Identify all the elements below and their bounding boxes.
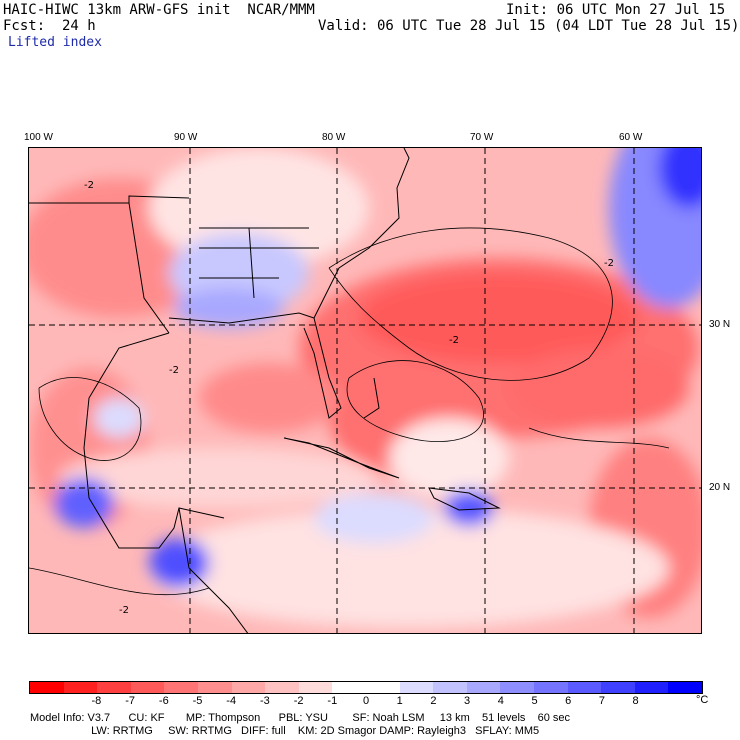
colorbar-tick-label: 5	[531, 695, 538, 707]
colorbar-segment	[63, 682, 98, 693]
colorbar-tick-label: 0	[362, 695, 370, 707]
map-canvas: -2 -2 -2 -2 -2	[29, 148, 701, 633]
colorbar-segment	[30, 682, 64, 693]
model-info-line1: Model Info: V3.7 CU: KF MP: Thompson PBL…	[30, 712, 571, 724]
colorbar-tick-label: -7	[125, 695, 135, 707]
colorbar-segment	[533, 682, 568, 693]
colorbar-segment	[265, 682, 299, 693]
colorbar-tick-label: 1	[396, 695, 403, 707]
colorbar-segment	[601, 682, 635, 693]
colorbar-segment	[298, 682, 333, 693]
colorbar-tick-label: -6	[158, 695, 169, 707]
init-time: Init: 06 UTC Mon 27 Jul 15	[506, 2, 726, 18]
colorbar	[29, 681, 703, 694]
contour-label: -2	[84, 180, 94, 191]
field-shading	[29, 148, 701, 628]
contours	[29, 227, 670, 596]
colorbar-segment	[634, 682, 669, 693]
lat-label-20n: 20 N	[709, 482, 731, 493]
colorbar-segment	[466, 682, 501, 693]
colorbar-tick-label: 6	[565, 695, 572, 707]
valid-time: Valid: 06 UTC Tue 28 Jul 15 (04 LDT Tue …	[318, 18, 740, 34]
colorbar-segment	[332, 682, 366, 693]
colorbar-tick-label: -2	[293, 695, 304, 707]
lon-label-90w: 90 W	[174, 132, 198, 143]
colorbar-segment	[365, 682, 400, 693]
lat-label-30n: 30 N	[709, 319, 731, 330]
lon-label-60w: 60 W	[619, 132, 643, 143]
colorbar-tick-label: 7	[598, 695, 605, 707]
lon-label-80w: 80 W	[322, 132, 346, 143]
colorbar-tick-label: -8	[91, 695, 102, 707]
colorbar-segment	[97, 682, 131, 693]
colorbar-tick-label: -1	[327, 695, 338, 707]
lon-label-70w: 70 W	[470, 132, 494, 143]
coastlines	[29, 148, 501, 633]
colorbar-segment	[567, 682, 602, 693]
forecast-hour: Fcst: 24 h	[3, 18, 96, 34]
colorbar-segment	[500, 682, 534, 693]
contour-label: -2	[169, 365, 179, 376]
contour-labels: -2 -2 -2 -2 -2	[84, 180, 614, 616]
lat-lon-grid	[29, 148, 701, 633]
colorbar-segment	[433, 682, 467, 693]
colorbar-segment	[164, 682, 198, 693]
contour-label: -2	[449, 335, 459, 346]
model-title: HAIC-HIWC 13km ARW-GFS init NCAR/MMM	[3, 2, 315, 18]
colorbar-segment	[130, 682, 165, 693]
model-info-line2: LW: RRTMG SW: RRTMG DIFF: full KM: 2D Sm…	[30, 725, 540, 737]
colorbar-tick-label: -5	[192, 695, 203, 707]
contour-label: -2	[604, 258, 614, 269]
colorbar-tick-label: 2	[430, 695, 437, 707]
colorbar-unit: °C	[696, 694, 709, 706]
colorbar-segment	[668, 682, 702, 693]
colorbar-tick-label: -4	[226, 695, 237, 707]
colorbar-segment	[399, 682, 434, 693]
colorbar-tick-label: 4	[497, 695, 504, 707]
colorbar-tick-label: 3	[464, 695, 471, 707]
lon-label-100w: 100 W	[24, 132, 53, 143]
field-name: Lifted index	[8, 35, 102, 50]
colorbar-segment	[231, 682, 266, 693]
contour-label: -2	[119, 605, 129, 616]
colorbar-tick-label: 8	[632, 695, 639, 707]
colorbar-tick-label: -3	[260, 695, 270, 707]
lifted-index-map: -2 -2 -2 -2 -2	[28, 147, 702, 634]
colorbar-segment	[197, 682, 232, 693]
